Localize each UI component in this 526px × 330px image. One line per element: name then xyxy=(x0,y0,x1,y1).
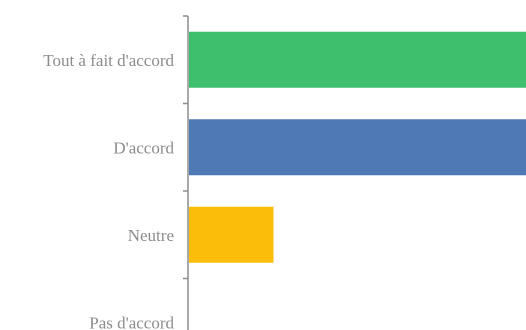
y-axis-ticks xyxy=(183,15,188,280)
category-label: Neutre xyxy=(128,226,174,245)
category-label: D'accord xyxy=(113,138,174,157)
category-label: Tout à fait d'accord xyxy=(43,51,174,70)
bar xyxy=(189,206,274,263)
category-label: Pas d'accord xyxy=(89,313,174,330)
bars xyxy=(189,31,526,263)
bar xyxy=(189,31,526,88)
category-labels: Tout à fait d'accord D'accord Neutre Pas d'… xyxy=(43,51,174,330)
bar xyxy=(189,119,526,176)
